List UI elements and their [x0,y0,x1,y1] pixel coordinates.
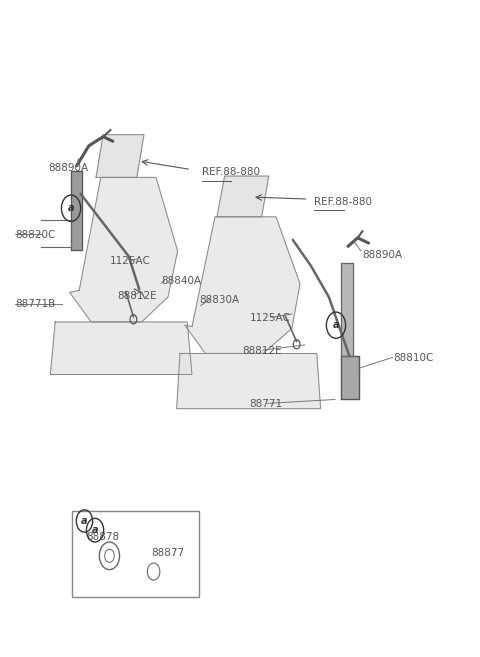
Polygon shape [50,322,192,374]
Polygon shape [185,217,300,353]
Polygon shape [217,176,269,217]
Text: 88877: 88877 [151,548,184,558]
Text: 1125AC: 1125AC [250,313,290,323]
Text: 88840A: 88840A [161,276,201,286]
Text: 88878: 88878 [86,532,120,542]
Polygon shape [341,356,359,399]
Text: 88771: 88771 [250,399,283,409]
Text: 1125AC: 1125AC [109,256,150,267]
Polygon shape [341,263,353,356]
Polygon shape [96,135,144,177]
Text: REF.88-880: REF.88-880 [314,196,372,207]
Text: 88890A: 88890A [48,162,88,173]
Text: 88830A: 88830A [199,295,240,306]
Text: 88890A: 88890A [362,250,403,260]
Text: a: a [92,525,98,535]
Text: REF.88-880: REF.88-880 [202,167,260,177]
FancyBboxPatch shape [72,511,199,597]
Text: 88810C: 88810C [394,353,434,363]
Text: a: a [333,320,339,330]
Text: a: a [68,203,74,214]
Polygon shape [71,171,82,250]
Text: 88820C: 88820C [15,229,56,240]
Text: 88812E: 88812E [118,290,157,301]
Text: a: a [81,516,88,526]
Polygon shape [70,177,178,322]
Text: 88812E: 88812E [242,346,282,356]
Polygon shape [177,353,321,409]
Text: 88771B: 88771B [15,299,56,309]
